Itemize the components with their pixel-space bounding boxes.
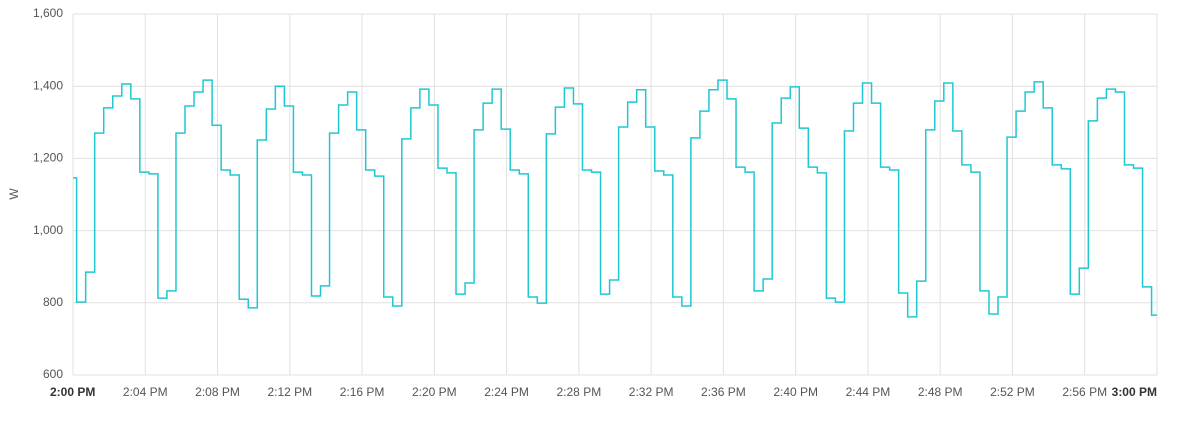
x-tick-label: 2:40 PM (773, 385, 818, 399)
x-tick-label: 3:00 PM (1112, 385, 1157, 399)
y-axis-label: W (7, 188, 21, 200)
y-tick-label: 1,400 (33, 78, 63, 92)
x-tick-label: 2:56 PM (1062, 385, 1107, 399)
y-tick-label: 1,600 (33, 6, 63, 20)
x-tick-label: 2:04 PM (123, 385, 168, 399)
data-line (73, 79, 1157, 318)
x-tick-label: 2:52 PM (990, 385, 1035, 399)
x-tick-label: 2:36 PM (701, 385, 746, 399)
x-tick-label: 2:20 PM (412, 385, 457, 399)
x-tick-label: 2:24 PM (484, 385, 529, 399)
x-tick-label: 2:00 PM (50, 385, 95, 399)
x-tick-label: 2:08 PM (195, 385, 240, 399)
x-tick-label: 2:44 PM (846, 385, 891, 399)
y-tick-label: 1,200 (33, 151, 63, 165)
x-tick-label: 2:16 PM (340, 385, 385, 399)
y-tick-label: 1,000 (33, 223, 63, 237)
x-tick-label: 2:48 PM (918, 385, 963, 399)
x-tick-label: 2:32 PM (629, 385, 674, 399)
y-tick-label: 600 (43, 367, 63, 381)
y-tick-label: 800 (43, 295, 63, 309)
x-tick-label: 2:12 PM (267, 385, 312, 399)
x-tick-label: 2:28 PM (557, 385, 602, 399)
